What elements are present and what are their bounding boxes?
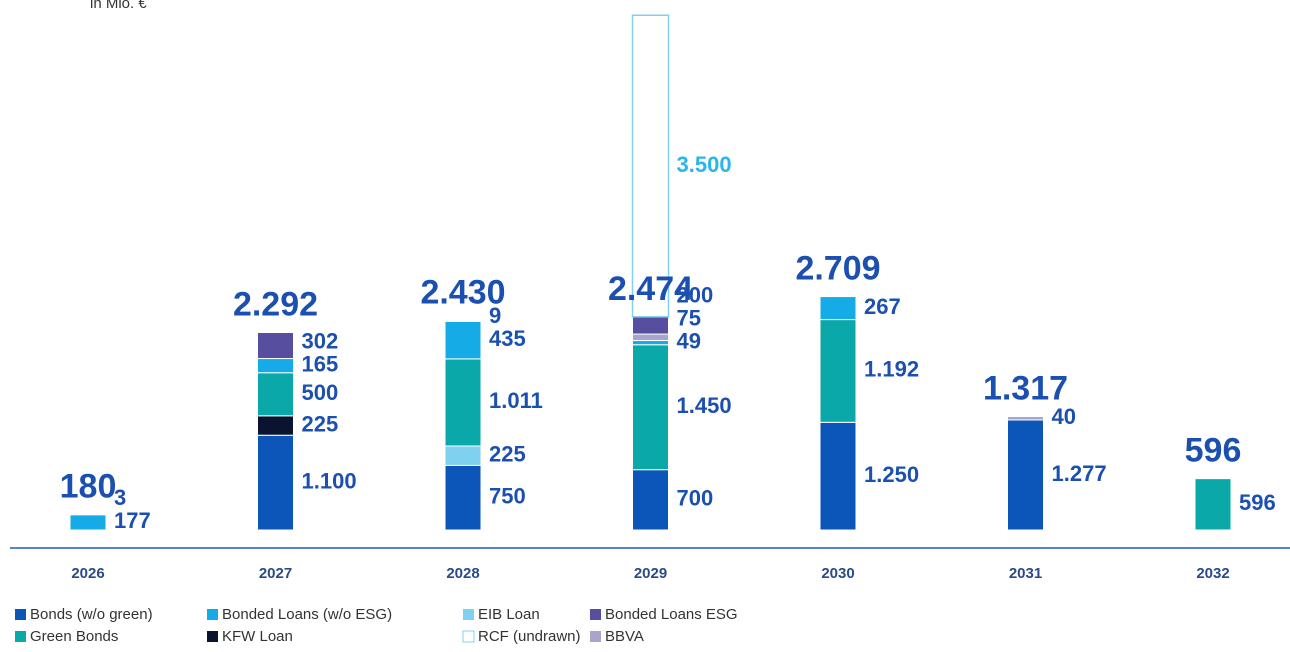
value-label: 40 xyxy=(1052,404,1076,429)
total-label: 2.430 xyxy=(420,274,505,312)
bar-segment xyxy=(258,359,294,373)
bar-segment xyxy=(633,334,669,340)
value-label: 1.277 xyxy=(1052,461,1107,486)
value-label: 1.250 xyxy=(864,462,919,487)
bar-segment xyxy=(445,359,481,446)
bar-segment xyxy=(258,416,294,435)
legend-swatch xyxy=(590,609,601,620)
legend-label: EIB Loan xyxy=(478,606,540,623)
x-tick-label: 2026 xyxy=(71,565,104,582)
value-label: 435 xyxy=(489,326,526,351)
value-label: 1.100 xyxy=(302,468,357,493)
bar-segment xyxy=(633,317,669,334)
total-label: 1.317 xyxy=(983,370,1068,408)
bar-segment xyxy=(1008,420,1044,530)
legend-swatch xyxy=(207,631,218,642)
value-label: 165 xyxy=(302,351,339,376)
legend-label: RCF (undrawn) xyxy=(478,628,581,645)
x-tick-label: 2029 xyxy=(634,565,667,582)
bar-segment xyxy=(445,465,481,530)
value-label: 1.011 xyxy=(489,388,543,413)
bar-segment xyxy=(633,345,669,470)
value-label: 225 xyxy=(302,411,339,436)
value-label: 500 xyxy=(302,380,339,405)
value-label: 75 xyxy=(677,305,701,330)
bar-segment xyxy=(70,515,106,530)
bar-segment xyxy=(633,341,669,345)
bar-segment xyxy=(1195,479,1231,530)
legend-label: Bonds (w/o green) xyxy=(30,606,153,623)
bar-segment xyxy=(633,470,669,530)
x-tick-label: 2030 xyxy=(821,565,854,582)
legend-swatch xyxy=(15,609,26,620)
bar-segment xyxy=(258,333,294,359)
value-label: 3.500 xyxy=(677,152,732,177)
bar-segment xyxy=(258,435,294,530)
legend-label: Bonded Loans ESG xyxy=(605,606,738,623)
bar-segment xyxy=(258,373,294,416)
value-label: 302 xyxy=(302,328,339,353)
bar-segment xyxy=(820,320,856,423)
total-label: 2.292 xyxy=(233,285,318,323)
total-label: 2.709 xyxy=(795,250,880,288)
x-tick-label: 2027 xyxy=(259,565,292,582)
bar-segment xyxy=(445,321,481,322)
legend-swatch xyxy=(15,631,26,642)
value-label: 177 xyxy=(114,508,151,533)
legend-label: BBVA xyxy=(605,628,644,645)
bar-segment xyxy=(820,422,856,530)
x-tick-label: 2032 xyxy=(1196,565,1229,582)
value-label: 596 xyxy=(1239,490,1276,515)
value-label: 750 xyxy=(489,484,526,509)
legend-swatch xyxy=(463,631,474,642)
total-label: 596 xyxy=(1185,432,1242,470)
value-label: 1.450 xyxy=(677,393,732,418)
value-label: 700 xyxy=(677,486,714,511)
legend-swatch xyxy=(207,609,218,620)
x-tick-label: 2031 xyxy=(1009,565,1042,582)
total-label: 2.474 xyxy=(608,270,693,308)
legend-label: KFW Loan xyxy=(222,628,293,645)
legend-swatch xyxy=(463,609,474,620)
value-label: 49 xyxy=(677,328,701,353)
value-label: 1.192 xyxy=(864,357,919,382)
value-label: 225 xyxy=(489,441,526,466)
legend-label: Bonded Loans (w/o ESG) xyxy=(222,606,392,623)
bar-segment xyxy=(1008,417,1044,420)
legend-label: Green Bonds xyxy=(30,628,118,645)
bar-segment xyxy=(445,321,481,358)
legend-swatch xyxy=(590,631,601,642)
x-tick-label: 2028 xyxy=(446,565,479,582)
total-label: 180 xyxy=(60,467,117,505)
chart-subtitle: in Mio. € xyxy=(90,0,147,12)
bar-segment xyxy=(820,297,856,320)
value-label: 267 xyxy=(864,294,901,319)
bar-segment xyxy=(445,446,481,465)
